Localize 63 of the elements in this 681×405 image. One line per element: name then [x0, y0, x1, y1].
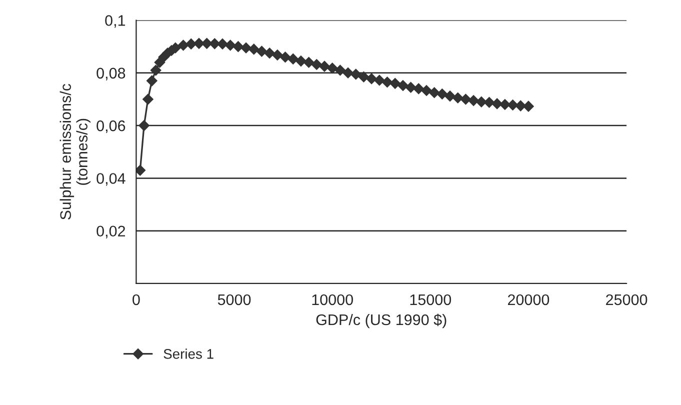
- y-tick-label: 0,1: [105, 15, 126, 28]
- point: [264, 48, 275, 59]
- y-axis-title: Sulphur emissions/c (tonnes/c): [60, 84, 90, 220]
- point: [515, 100, 526, 112]
- point: [138, 120, 150, 131]
- point: [421, 85, 432, 96]
- point: [146, 75, 158, 86]
- x-tick-label: 15000: [410, 294, 452, 306]
- x-tick-label: 10000: [312, 294, 353, 306]
- point: [398, 80, 408, 91]
- point: [492, 98, 503, 110]
- point: [217, 38, 228, 50]
- point: [272, 50, 283, 60]
- point: [366, 73, 377, 84]
- point: [374, 74, 385, 86]
- point: [413, 83, 424, 94]
- point: [428, 87, 440, 98]
- point: [232, 41, 244, 52]
- point: [136, 164, 146, 176]
- y-tick-label: 0,06: [96, 120, 126, 134]
- point: [319, 60, 330, 72]
- y-tick-label: 0,02: [96, 226, 126, 238]
- point: [460, 94, 472, 105]
- point: [382, 76, 393, 88]
- point: [150, 64, 162, 76]
- point: [178, 40, 189, 51]
- point: [256, 46, 268, 57]
- point: [468, 95, 479, 106]
- x-tick-label: 5000: [218, 294, 251, 306]
- point: [186, 38, 197, 50]
- point: [436, 88, 448, 100]
- x-tick-label: 25000: [606, 294, 648, 306]
- point: [484, 96, 495, 108]
- point: [288, 54, 299, 64]
- y-tick-label: 0,08: [96, 68, 126, 80]
- y-tick-label: 0,04: [96, 173, 126, 186]
- point: [224, 40, 236, 51]
- point: [142, 94, 154, 105]
- point: [248, 44, 260, 55]
- point: [499, 99, 510, 110]
- point: [476, 96, 487, 108]
- point: [452, 92, 464, 104]
- point: [326, 62, 338, 74]
- point: [523, 100, 534, 112]
- point: [209, 38, 220, 50]
- point: [194, 38, 204, 49]
- point: [280, 52, 291, 63]
- point: [358, 71, 370, 82]
- point: [303, 56, 314, 68]
- point: [342, 67, 354, 78]
- x-tick-label: 20000: [508, 294, 550, 306]
- point: [201, 38, 212, 49]
- point: [296, 56, 306, 66]
- x-axis-title: GDP/c (US 1990 $): [316, 314, 446, 328]
- point: [390, 78, 401, 89]
- x-tick-label: 0: [132, 294, 140, 306]
- point: [334, 64, 346, 76]
- point: [311, 59, 322, 70]
- legend-label: Series 1: [164, 348, 214, 359]
- point: [444, 90, 456, 102]
- point: [350, 68, 362, 80]
- point: [405, 82, 416, 93]
- point: [240, 42, 252, 54]
